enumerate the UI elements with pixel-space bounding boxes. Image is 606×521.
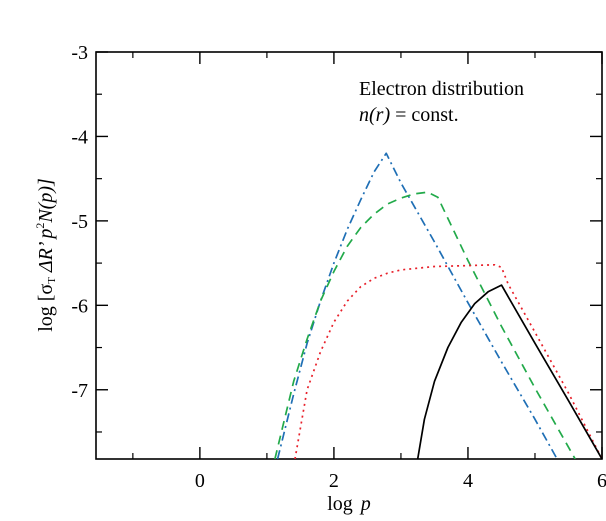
series-line-1 [276,152,558,459]
x-tick-label: 6 [597,470,606,492]
y-axis-label: log [σT ΔR’ p2N(p)] [33,178,58,332]
series-line-3 [294,263,602,459]
y-tick-label: -5 [71,211,88,233]
x-axis-label: log p [327,493,371,515]
y-tick-label: -6 [71,295,88,317]
series-layer [274,152,602,459]
annotation-line-2: n(r) = const. [359,104,459,126]
annotation-line-1: Electron distribution [359,78,524,100]
y-axis-ticks: -3 -4 -5 -6 -7 [71,42,602,433]
series-line-2 [274,191,576,459]
x-tick-label: 4 [463,470,473,492]
x-axis-ticks: 0 2 4 6 [132,52,606,492]
y-tick-label: -4 [71,126,88,148]
y-tick-label: -7 [71,380,88,402]
y-tick-label: -3 [71,42,88,64]
series-line-4 [416,284,602,459]
x-tick-label: 2 [329,470,339,492]
plot-frame [95,51,603,460]
x-tick-label: 0 [195,470,205,492]
